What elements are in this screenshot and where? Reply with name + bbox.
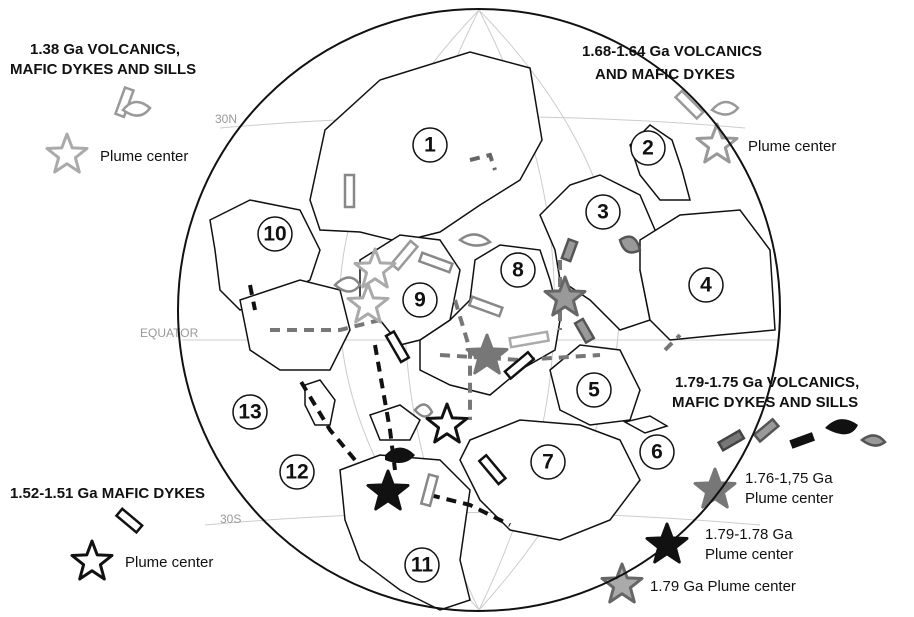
volcanic xyxy=(333,276,362,293)
legend-dyke xyxy=(114,507,144,535)
block xyxy=(369,404,421,441)
dykes xyxy=(113,85,887,535)
plume-star xyxy=(45,132,89,174)
block-circle xyxy=(404,547,440,583)
legend-title: 1.38 Ga VOLCANICS, xyxy=(30,41,180,58)
continents xyxy=(209,51,776,611)
legend-label: 1.76-1,75 Ga xyxy=(745,470,833,487)
dyke xyxy=(477,453,508,486)
plume-star xyxy=(543,275,587,317)
block-number: 13 xyxy=(238,401,261,424)
legend-title: 1.52-1.51 Ga MAFIC DYKES xyxy=(10,485,205,502)
dyke xyxy=(419,472,440,508)
legend-volcanic xyxy=(710,100,740,116)
stars xyxy=(45,122,739,604)
legend-volcanic xyxy=(825,419,858,435)
legend-label: Plume center xyxy=(100,148,188,165)
plume-star xyxy=(353,247,397,289)
volcanic xyxy=(457,233,493,247)
volcanic xyxy=(618,235,642,254)
block-circle xyxy=(530,444,566,480)
block-circle xyxy=(279,454,315,490)
legend-label: Plume center xyxy=(745,490,833,507)
legend-dyke xyxy=(752,417,781,444)
volcanic xyxy=(385,447,415,464)
dyke xyxy=(560,237,579,263)
plume-star xyxy=(695,122,739,164)
block-circle xyxy=(402,282,438,318)
plume-star xyxy=(425,402,469,444)
block-circle xyxy=(639,434,675,470)
block xyxy=(459,419,641,541)
block-number: 1 xyxy=(424,134,436,157)
block-number: 11 xyxy=(411,554,434,577)
lat-30s xyxy=(204,512,761,526)
volcanic xyxy=(413,403,434,418)
grid-label: EQUATOR xyxy=(140,326,199,340)
legend-title: MAFIC DYKES AND SILLS xyxy=(672,394,858,411)
legend-volcanic xyxy=(859,434,887,447)
legend-label: Plume center xyxy=(705,546,793,563)
legend-dyke xyxy=(716,428,746,453)
block xyxy=(304,379,336,426)
dyke xyxy=(508,330,551,349)
globe-outline xyxy=(177,8,781,612)
legend-dyke xyxy=(789,432,815,449)
block-circle xyxy=(630,130,666,166)
plume-star xyxy=(346,282,390,324)
block-circle xyxy=(412,127,448,163)
block-circle xyxy=(232,394,268,430)
block xyxy=(239,279,351,371)
legend-label: Plume center xyxy=(125,554,213,571)
legend-label: 1.79-1.78 Ga xyxy=(705,526,793,543)
plume-star xyxy=(645,522,689,564)
dyke xyxy=(389,239,420,272)
dyke-trend xyxy=(469,152,497,171)
block-number: 5 xyxy=(588,379,600,402)
legend-title: 1.68-1.64 Ga VOLCANICS xyxy=(582,43,762,60)
legend-title: AND MAFIC DYKES xyxy=(595,66,735,83)
block-number: 9 xyxy=(414,289,426,312)
legend-label: 1.79 Ga Plume center xyxy=(650,578,796,595)
grid-label: 30N xyxy=(215,112,237,126)
dyke xyxy=(417,251,455,274)
block-number: 12 xyxy=(285,461,308,484)
block-circle xyxy=(688,267,724,303)
plume-star xyxy=(465,333,509,375)
block-number: 2 xyxy=(642,137,654,160)
dyke xyxy=(384,329,411,364)
dyke xyxy=(503,350,536,381)
dyke xyxy=(467,295,505,318)
block-circle xyxy=(576,372,612,408)
block-circle xyxy=(500,252,536,288)
block-circle xyxy=(257,216,293,252)
plume-star xyxy=(70,539,114,581)
legend-label: Plume center xyxy=(748,138,836,155)
block-number: 4 xyxy=(700,274,712,297)
block-number: 8 xyxy=(512,259,524,282)
legend-title: 1.79-1.75 Ga VOLCANICS, xyxy=(675,374,859,391)
block-circle xyxy=(585,194,621,230)
dyke-trend xyxy=(248,284,511,527)
dyke xyxy=(343,173,356,209)
grid-label: 30S xyxy=(220,512,241,526)
legend-volcanic xyxy=(121,100,152,117)
dyke xyxy=(573,317,596,345)
block-number: 6 xyxy=(651,441,663,464)
plume-star xyxy=(366,469,410,511)
block-number: 10 xyxy=(263,223,286,246)
legend-dyke xyxy=(673,89,705,121)
block-number: 3 xyxy=(597,201,609,224)
plume-star xyxy=(693,467,737,509)
plume-star xyxy=(600,562,644,604)
block-number: 7 xyxy=(542,451,554,474)
block xyxy=(622,415,669,434)
legend-title: MAFIC DYKES AND SILLS xyxy=(10,61,196,78)
